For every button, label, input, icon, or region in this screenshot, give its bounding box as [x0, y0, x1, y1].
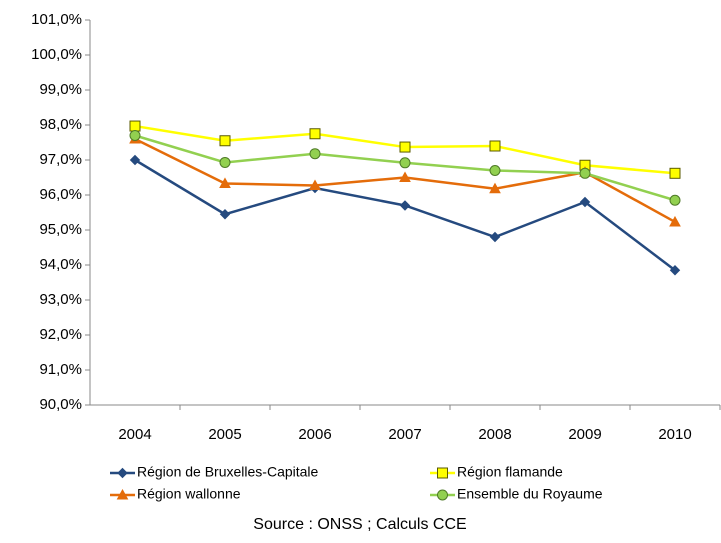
y-tick-label: 94,0% [39, 256, 82, 273]
data-point [399, 157, 411, 169]
data-point [219, 177, 231, 188]
data-point [129, 120, 141, 132]
data-point [399, 171, 411, 182]
y-tick-label: 96,0% [39, 186, 82, 203]
data-point [399, 200, 411, 211]
data-point [489, 231, 501, 243]
data-point [669, 265, 681, 276]
data-point [129, 154, 141, 166]
legend-marker [437, 489, 448, 501]
legend-label: Région wallonne [137, 486, 241, 502]
data-point [579, 167, 591, 179]
x-tick-label: 2009 [568, 426, 601, 443]
x-tick-label: 2005 [208, 426, 241, 443]
legend-label: Ensemble du Royaume [457, 486, 603, 502]
data-point [309, 179, 321, 191]
y-tick-label: 97,0% [39, 151, 82, 168]
data-point [669, 194, 681, 206]
y-tick-label: 100,0% [31, 46, 82, 63]
legend-label: Région flamande [457, 464, 563, 480]
y-tick-label: 98,0% [39, 116, 82, 133]
data-point [489, 165, 501, 176]
legend-marker [437, 467, 448, 479]
legend-marker [117, 467, 128, 479]
legend-label: Région de Bruxelles-Capitale [137, 464, 319, 480]
data-point [219, 156, 231, 168]
x-tick-label: 2008 [478, 426, 511, 443]
y-tick-label: 101,0% [31, 11, 82, 28]
x-tick-label: 2010 [658, 426, 691, 443]
y-tick-label: 95,0% [39, 221, 82, 238]
legend-marker [116, 488, 129, 500]
x-tick-label: 2007 [388, 426, 421, 443]
data-point [219, 209, 231, 220]
data-point [309, 148, 321, 160]
data-point [399, 141, 411, 153]
data-point [489, 140, 501, 152]
data-point [129, 130, 141, 141]
data-point [309, 128, 321, 140]
data-point [669, 167, 681, 179]
data-point [219, 135, 231, 147]
x-tick-label: 2004 [118, 426, 151, 443]
source-note: Source : ONSS ; Calculs CCE [253, 516, 466, 533]
y-tick-label: 90,0% [39, 396, 82, 413]
y-tick-label: 91,0% [39, 361, 82, 378]
y-tick-label: 99,0% [39, 81, 82, 98]
x-tick-label: 2006 [298, 426, 331, 443]
data-point [669, 215, 681, 227]
data-point [579, 196, 591, 208]
data-point [489, 182, 501, 194]
y-tick-label: 92,0% [39, 326, 82, 343]
y-tick-label: 93,0% [39, 291, 82, 308]
